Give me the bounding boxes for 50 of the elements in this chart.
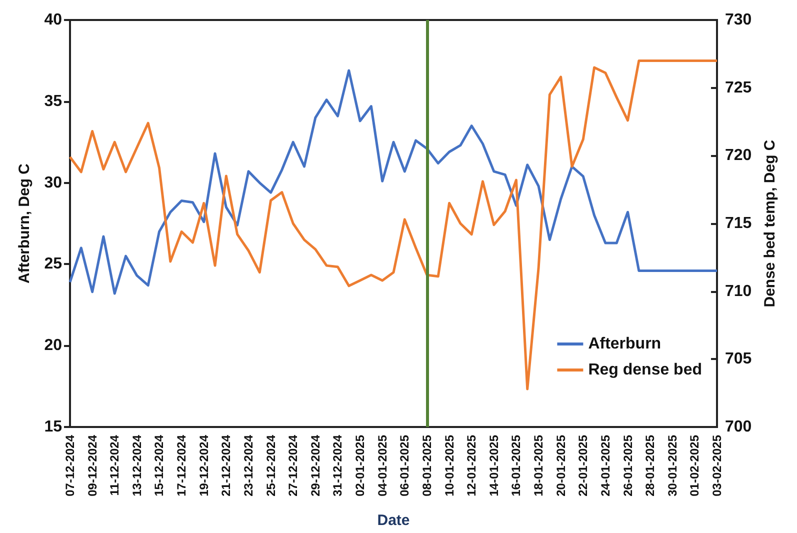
x-tick-label: 24-01-2025 [598, 434, 612, 496]
y2-tick-label: 725 [725, 79, 752, 96]
x-tick-label: 16-01-2025 [509, 434, 524, 496]
x-tick-label: 12-01-2025 [464, 434, 479, 496]
x-tick-label: 04-01-2025 [375, 434, 390, 496]
x-tick-label: 31-12-2024 [330, 434, 345, 496]
x-tick-label: 25-12-2024 [264, 434, 278, 496]
y2-tick-label: 710 [725, 282, 752, 300]
y2-axis-title: Dense bed temp, Deg C [762, 140, 779, 308]
y2-tick-label: 700 [725, 418, 752, 436]
x-tick-label: 03-02-2025 [710, 434, 724, 496]
x-axis-title: Date [377, 512, 410, 529]
x-tick-label: 13-12-2024 [130, 434, 144, 496]
y2-tick-label: 720 [725, 147, 752, 164]
legend-label: Reg dense bed [588, 362, 702, 378]
x-tick-label: 29-12-2024 [308, 434, 322, 496]
y-tick-label: 25 [44, 256, 62, 273]
x-tick-label: 01-02-2025 [688, 434, 702, 496]
x-tick-label: 02-01-2025 [353, 434, 368, 496]
y-tick-label: 20 [44, 337, 62, 354]
line-series [68, 69, 718, 295]
x-tick-label: 14-01-2025 [486, 434, 501, 496]
y-axis-title: Afterburn, Deg C [16, 163, 33, 284]
x-tick-label: 09-12-2024 [85, 434, 100, 496]
x-tick-label: 19-12-2024 [196, 434, 211, 496]
x-tick-label: 18-01-2025 [532, 434, 546, 496]
x-tick-label: 06-01-2025 [398, 434, 412, 496]
y2-tick-label: 715 [725, 215, 752, 232]
y2-tick-label: 730 [725, 12, 752, 28]
x-tick-label: 28-01-2025 [643, 434, 658, 496]
x-tick-label: 22-01-2025 [576, 434, 590, 496]
x-tick-label: 23-12-2024 [241, 434, 256, 496]
line-series [68, 59, 718, 390]
y-tick-label: 40 [44, 12, 62, 28]
x-tick-label: 15-12-2024 [152, 434, 166, 496]
x-tick-label: 27-12-2024 [286, 434, 300, 496]
y2-tick-label: 705 [725, 350, 752, 368]
x-tick-label: 17-12-2024 [174, 434, 189, 496]
y-tick-label: 30 [44, 174, 62, 192]
x-tick-label: 30-01-2025 [665, 434, 680, 496]
x-tick-label: 10-01-2025 [442, 434, 456, 496]
y-tick-label: 35 [44, 92, 62, 110]
x-tick-label: 20-01-2025 [554, 434, 568, 496]
x-tick-label: 08-01-2025 [420, 434, 434, 496]
legend-label: Afterburn [588, 336, 662, 352]
y-tick-label: 15 [44, 418, 62, 436]
x-tick-label: 11-12-2024 [108, 434, 122, 496]
x-tick-label: 07-12-2024 [63, 434, 77, 496]
x-tick-label: 21-12-2024 [219, 434, 234, 496]
x-tick-label: 26-01-2025 [620, 434, 635, 496]
